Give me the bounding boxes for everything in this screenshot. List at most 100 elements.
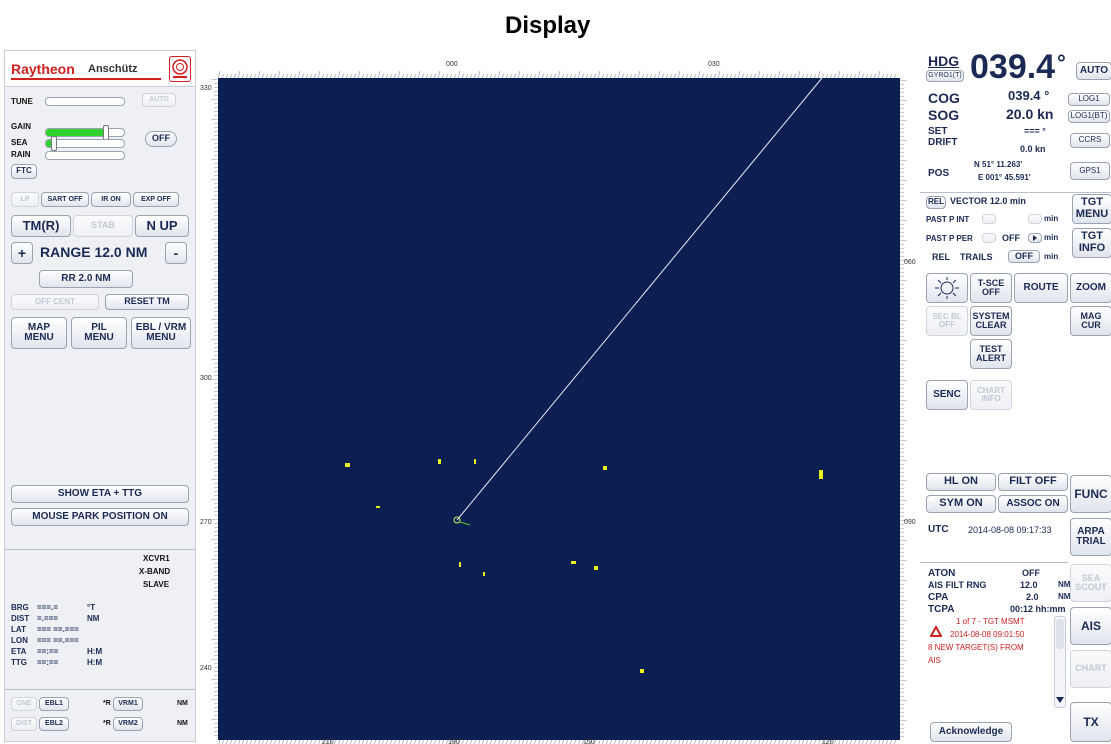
vrm1-button[interactable]: VRM1 — [113, 697, 143, 711]
n-up-button[interactable]: N UP — [135, 215, 189, 237]
scale-tick — [785, 739, 789, 744]
scale-tick — [213, 290, 219, 293]
range-decrease-button[interactable]: - — [165, 242, 187, 264]
radar-display[interactable]: 000 030 210 180 150 120 330 300 270 240 … — [198, 58, 920, 744]
own-ship-icon[interactable] — [453, 516, 471, 526]
chart-button[interactable]: CHART — [1070, 650, 1111, 688]
radar-target[interactable] — [474, 459, 476, 464]
reset-tm-button[interactable]: RESET TM — [105, 294, 189, 310]
cursor-row-value: ==:== — [37, 647, 59, 656]
radar-target[interactable] — [640, 669, 644, 673]
mag-cur-button[interactable]: MAG CUR — [1070, 306, 1111, 336]
log1-button[interactable]: LOG1 — [1068, 93, 1110, 106]
sea-thumb[interactable] — [51, 136, 57, 151]
radar-target[interactable] — [819, 470, 823, 479]
hl-on-button[interactable]: HL ON — [926, 473, 996, 491]
scale-tick — [601, 739, 605, 744]
tune-slider[interactable] — [45, 97, 125, 106]
ebl1-button[interactable]: EBL1 — [39, 697, 69, 711]
radar-target[interactable] — [376, 506, 380, 508]
off-button[interactable]: OFF — [145, 131, 177, 147]
assoc-on-button[interactable]: ASSOC ON — [998, 495, 1068, 513]
scale-tick — [213, 306, 219, 309]
scale-tick — [469, 73, 473, 79]
system-clear-button[interactable]: SYSTEM CLEAR — [970, 306, 1012, 336]
func-button[interactable]: FUNC — [1070, 475, 1111, 513]
log1bt-button[interactable]: LOG1(BT) — [1068, 110, 1110, 123]
past-p-per-spin-left[interactable] — [982, 233, 996, 243]
off-cent-button[interactable]: OFF CENT — [11, 294, 99, 310]
ebl-vrm-menu-button[interactable]: EBL / VRM MENU — [131, 317, 191, 349]
trails-off-button[interactable]: OFF — [1008, 250, 1040, 263]
rain-slider[interactable] — [45, 151, 125, 160]
sea-scout-button[interactable]: SEA SCOUT — [1070, 564, 1111, 602]
radar-target[interactable] — [345, 463, 350, 467]
t-sce-off-button[interactable]: T-SCE OFF — [970, 273, 1012, 303]
scale-tick — [433, 73, 437, 79]
radar-screen[interactable] — [218, 78, 900, 740]
scale-tick — [485, 739, 489, 744]
sec-bl-off-button[interactable]: SEC BL OFF — [926, 306, 968, 336]
gain-slider[interactable] — [45, 128, 125, 137]
sart-off-button[interactable]: SART OFF — [41, 192, 89, 207]
exp-off-button[interactable]: EXP OFF — [133, 192, 179, 207]
radar-target[interactable] — [571, 561, 576, 564]
vrm2-button[interactable]: VRM2 — [113, 717, 143, 731]
scale-tick — [899, 419, 908, 422]
gps1-button[interactable]: GPS1 — [1070, 162, 1110, 180]
scale-tick — [213, 366, 219, 369]
test-alert-button[interactable]: TEST ALERT — [970, 339, 1012, 369]
auto-tune-button[interactable]: AUTO — [142, 93, 176, 107]
tm-r-button[interactable]: TM(R) — [11, 215, 71, 237]
ebl2-button[interactable]: EBL2 — [39, 717, 69, 731]
radar-target[interactable] — [594, 566, 598, 570]
mouse-park-button[interactable]: MOUSE PARK POSITION ON — [11, 508, 189, 526]
range-increase-button[interactable]: + — [11, 242, 33, 264]
scale-tick — [899, 95, 905, 98]
ais-button[interactable]: AIS — [1070, 607, 1111, 645]
scroll-thumb[interactable] — [1056, 619, 1064, 649]
radar-target[interactable] — [483, 572, 485, 576]
scale-tick — [210, 258, 219, 261]
arpa-trial-button[interactable]: ARPA TRIAL — [1070, 518, 1111, 556]
radar-target[interactable] — [603, 466, 607, 470]
past-p-int-spin[interactable] — [982, 214, 996, 224]
tgt-menu-button[interactable]: TGT MENU — [1072, 194, 1111, 224]
lp-button[interactable]: LP — [11, 192, 39, 207]
ftc-button[interactable]: FTC — [11, 164, 37, 179]
radar-target[interactable] — [459, 562, 461, 567]
stab-button[interactable]: STAB — [73, 215, 133, 237]
past-p-per-spin-right[interactable] — [1028, 233, 1042, 243]
show-eta-ttg-button[interactable]: SHOW ETA + TTG — [11, 485, 189, 503]
acknowledge-button[interactable]: Acknowledge — [930, 722, 1012, 742]
map-menu-button[interactable]: MAP MENU — [11, 317, 67, 349]
brightness-button[interactable] — [926, 273, 968, 303]
past-p-int-spin-min[interactable] — [1028, 214, 1042, 224]
gain-thumb[interactable] — [103, 125, 109, 140]
ir-on-button[interactable]: IR ON — [91, 192, 131, 207]
pil-menu-button[interactable]: PIL MENU — [71, 317, 127, 349]
ebl2-dist-button[interactable]: DIST — [11, 717, 37, 731]
ccrs-button[interactable]: CCRS — [1070, 133, 1110, 148]
rel-button[interactable]: REL — [926, 196, 946, 209]
rr-button[interactable]: RR 2.0 NM — [39, 270, 133, 288]
hdg-source-button[interactable]: GYRO1(T) — [926, 70, 964, 82]
radar-target[interactable] — [438, 459, 441, 464]
scale-tick — [899, 195, 905, 198]
chart-info-button[interactable]: CHART INFO — [970, 380, 1012, 410]
route-button[interactable]: ROUTE — [1014, 273, 1068, 303]
chevron-down-icon[interactable] — [1056, 691, 1064, 709]
sym-on-button[interactable]: SYM ON — [926, 495, 996, 513]
filt-off-button[interactable]: FILT OFF — [998, 473, 1068, 491]
scale-tick — [833, 739, 837, 744]
tgt-info-button[interactable]: TGT INFO — [1072, 228, 1111, 258]
alert-scrollbar[interactable] — [1054, 616, 1066, 708]
sea-slider[interactable] — [45, 139, 125, 148]
tx-button[interactable]: TX — [1070, 702, 1111, 742]
auto-button[interactable]: AUTO — [1076, 62, 1111, 80]
zoom-button[interactable]: ZOOM — [1070, 273, 1111, 303]
scale-tick — [625, 73, 629, 79]
scale-tick — [593, 739, 597, 744]
senc-button[interactable]: SENC — [926, 380, 968, 410]
ebl1-one-button[interactable]: ONE — [11, 697, 37, 711]
